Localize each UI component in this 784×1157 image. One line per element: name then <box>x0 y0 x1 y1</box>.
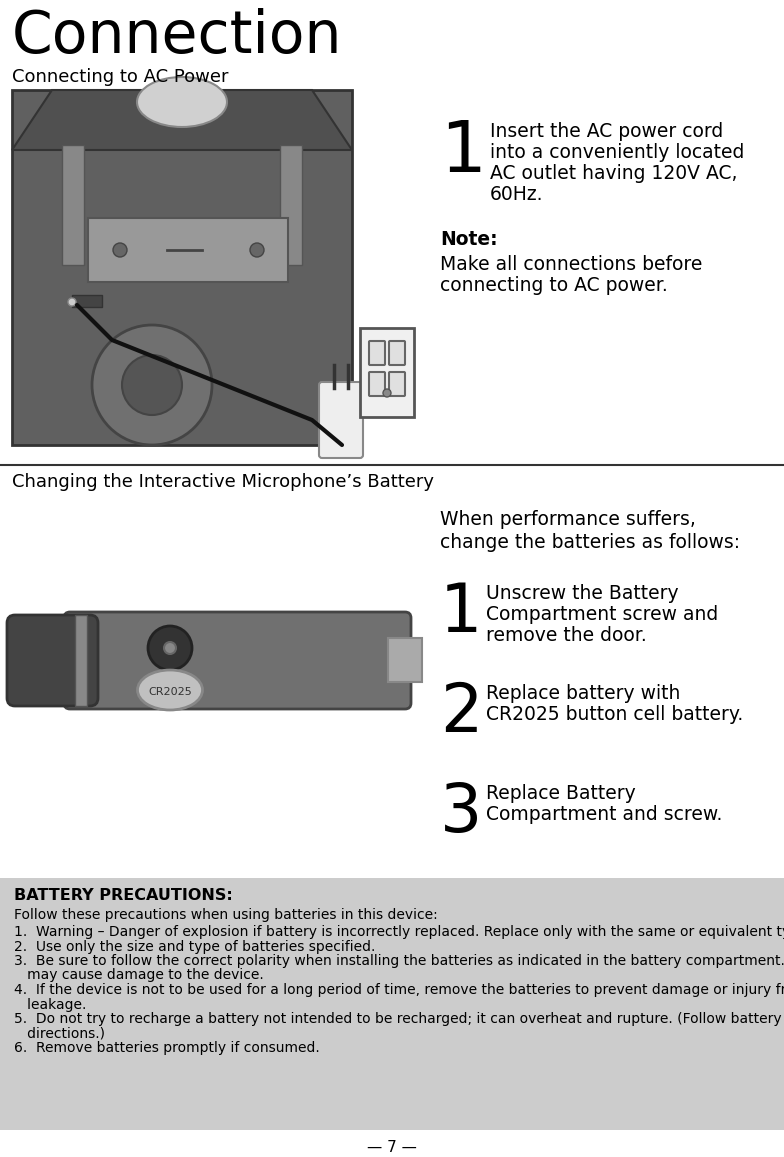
Text: 60Hz.: 60Hz. <box>490 185 543 204</box>
FancyBboxPatch shape <box>62 145 84 265</box>
Text: may cause damage to the device.: may cause damage to the device. <box>14 968 263 982</box>
Text: Make all connections before: Make all connections before <box>440 255 702 274</box>
Circle shape <box>383 389 391 397</box>
Text: AC outlet having 120V AC,: AC outlet having 120V AC, <box>490 164 738 183</box>
Text: Connecting to AC Power: Connecting to AC Power <box>12 68 228 86</box>
Text: remove the door.: remove the door. <box>486 626 647 644</box>
Text: 6.  Remove batteries promptly if consumed.: 6. Remove batteries promptly if consumed… <box>14 1041 320 1055</box>
Text: Insert the AC power cord: Insert the AC power cord <box>490 121 724 141</box>
FancyBboxPatch shape <box>0 878 784 1130</box>
FancyBboxPatch shape <box>389 373 405 396</box>
Text: Connection: Connection <box>12 8 343 65</box>
Text: CR2025 button cell battery.: CR2025 button cell battery. <box>486 705 743 724</box>
Ellipse shape <box>137 78 227 127</box>
Text: 3.  Be sure to follow the correct polarity when installing the batteries as indi: 3. Be sure to follow the correct polarit… <box>14 955 784 968</box>
Text: 2: 2 <box>440 680 482 746</box>
FancyBboxPatch shape <box>72 295 102 307</box>
Text: Note:: Note: <box>440 230 498 249</box>
Text: 2.  Use only the size and type of batteries specified.: 2. Use only the size and type of batteri… <box>14 939 376 953</box>
Text: connecting to AC power.: connecting to AC power. <box>440 277 668 295</box>
Text: Replace Battery: Replace Battery <box>486 784 636 803</box>
Text: 1: 1 <box>440 118 486 187</box>
FancyBboxPatch shape <box>360 327 414 417</box>
FancyBboxPatch shape <box>389 341 405 364</box>
FancyBboxPatch shape <box>280 145 302 265</box>
FancyBboxPatch shape <box>12 90 352 445</box>
Text: 3: 3 <box>440 780 482 846</box>
Text: Follow these precautions when using batteries in this device:: Follow these precautions when using batt… <box>14 908 437 922</box>
Text: leakage.: leakage. <box>14 997 86 1011</box>
Circle shape <box>122 355 182 415</box>
Text: Compartment and screw.: Compartment and screw. <box>486 805 722 824</box>
Ellipse shape <box>137 670 202 710</box>
Text: CR2025: CR2025 <box>148 687 192 697</box>
Text: Unscrew the Battery: Unscrew the Battery <box>486 584 679 603</box>
Text: Changing the Interactive Microphone’s Battery: Changing the Interactive Microphone’s Ba… <box>12 473 434 491</box>
FancyBboxPatch shape <box>64 612 411 709</box>
Text: When performance suffers,: When performance suffers, <box>440 510 696 529</box>
FancyBboxPatch shape <box>369 341 385 364</box>
FancyBboxPatch shape <box>388 638 422 681</box>
FancyBboxPatch shape <box>75 616 87 706</box>
FancyBboxPatch shape <box>319 382 363 458</box>
Circle shape <box>250 243 264 257</box>
Circle shape <box>164 642 176 654</box>
Text: 1.  Warning – Danger of explosion if battery is incorrectly replaced. Replace on: 1. Warning – Danger of explosion if batt… <box>14 924 784 939</box>
Text: — 7 —: — 7 — <box>367 1140 417 1155</box>
Text: into a conveniently located: into a conveniently located <box>490 143 744 162</box>
Text: 1: 1 <box>440 580 482 646</box>
Text: Compartment screw and: Compartment screw and <box>486 605 718 624</box>
Text: 4.  If the device is not to be used for a long period of time, remove the batter: 4. If the device is not to be used for a… <box>14 983 784 997</box>
FancyBboxPatch shape <box>369 373 385 396</box>
Circle shape <box>92 325 212 445</box>
Text: change the batteries as follows:: change the batteries as follows: <box>440 533 740 552</box>
Circle shape <box>113 243 127 257</box>
Text: Replace battery with: Replace battery with <box>486 684 681 703</box>
FancyBboxPatch shape <box>7 616 98 706</box>
Text: 5.  Do not try to recharge a battery not intended to be recharged; it can overhe: 5. Do not try to recharge a battery not … <box>14 1012 784 1026</box>
FancyBboxPatch shape <box>88 218 288 282</box>
Circle shape <box>68 299 76 305</box>
Text: directions.): directions.) <box>14 1026 105 1040</box>
Text: BATTERY PRECAUTIONS:: BATTERY PRECAUTIONS: <box>14 889 233 902</box>
Polygon shape <box>12 90 352 150</box>
Circle shape <box>148 626 192 670</box>
